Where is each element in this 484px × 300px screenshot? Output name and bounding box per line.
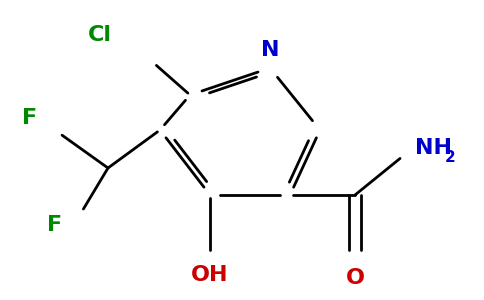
Text: F: F [22, 108, 38, 128]
Text: Cl: Cl [88, 25, 112, 45]
Text: N: N [261, 40, 279, 60]
Text: OH: OH [191, 265, 229, 285]
Text: 2: 2 [445, 151, 456, 166]
Text: NH: NH [415, 138, 452, 158]
Text: O: O [346, 268, 364, 288]
Text: F: F [47, 215, 62, 235]
